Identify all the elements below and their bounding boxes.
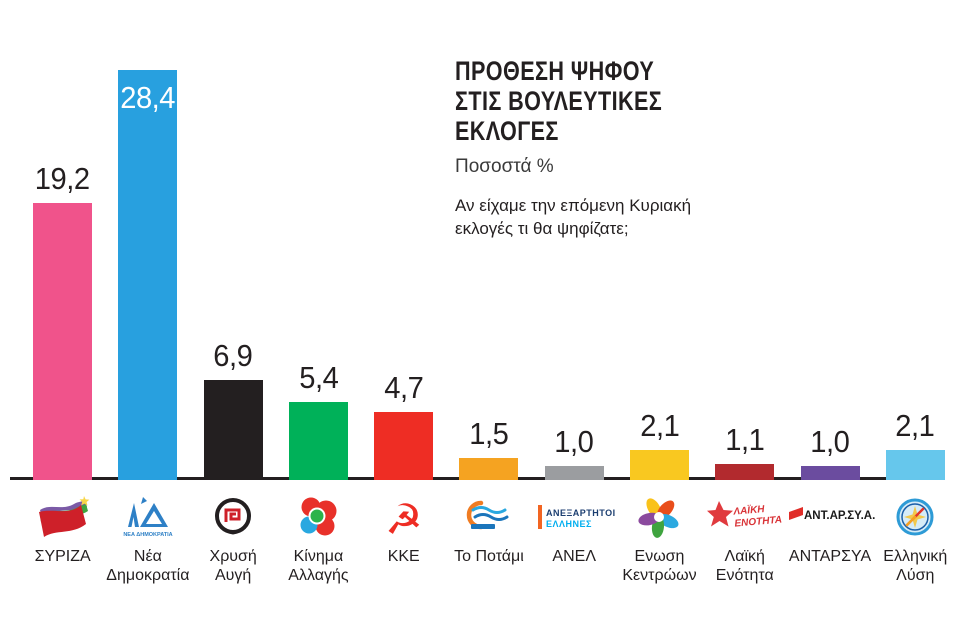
bar-value-label: 4,7 [384, 370, 424, 405]
bar-kinima-allagis [288, 402, 348, 480]
party-column-laiki-enotita: 1,1 ΛΑΪΚΗ ΕΝΟΤΗΤΑ Λαϊκή Ενότητα [702, 0, 787, 585]
bar-columns: 19,2 ΣΥΡΙΖΑ 28,4 [20, 0, 955, 585]
bar-antarsya [800, 466, 860, 480]
bar-elliniki-lysi [885, 450, 945, 480]
bar-kke [374, 412, 434, 480]
chart-header: ΠΡΟΘΕΣΗ ΨΗΦΟΥ ΣΤΙΣ ΒΟΥΛΕΥΤΙΚΕΣ ΕΚΛΟΓΕΣ Π… [455, 56, 755, 240]
bar-value-label: 1,5 [469, 416, 509, 451]
bar-value-label: 28,4 [120, 80, 176, 115]
party-name-label: Ενωση Κεντρώων [622, 548, 697, 584]
party-column-elliniki-lysi: 2,1 Ελληνική Λύση [873, 0, 955, 585]
enosi-kentroon-logo [633, 493, 685, 543]
bar-value-label: 1,0 [554, 424, 595, 459]
bar-value-label: 19,2 [35, 161, 91, 196]
party-column-syriza: 19,2 ΣΥΡΙΖΑ [20, 0, 105, 585]
party-column-nea-dimokratia: 28,4 ΝΕΑ ΔΗΜΟΚΡΑΤΙΑ Νέα Δημοκρατία [105, 0, 190, 585]
elliniki-lysi-logo [891, 493, 939, 543]
bar-value-label: 2,1 [895, 408, 936, 443]
party-name-label: Κίνημα Αλλαγής [288, 548, 349, 584]
bar-anel [544, 466, 604, 480]
svg-text:ΑΝΕΞΑΡΤΗΤΟΙ: ΑΝΕΞΑΡΤΗΤΟΙ [546, 508, 616, 518]
laiki-enotita-logo: ΛΑΪΚΗ ΕΝΟΤΗΤΑ [703, 493, 787, 543]
party-column-kke: 4,7 ☭ ΚΚΕ [361, 0, 446, 585]
bar-enosi-kentroon [629, 450, 689, 480]
party-name-label: Νέα Δημοκρατία [106, 548, 190, 584]
svg-text:ΛΑΪΚΗ: ΛΑΪΚΗ [732, 502, 766, 518]
anel-logo: ΑΝΕΞΑΡΤΗΤΟΙ ΕΛΛΗΝΕΣ [532, 493, 616, 543]
bar-value-label: 6,9 [213, 338, 254, 373]
svg-text:ΑΝΤ.ΑΡ.ΣΥ.Α.: ΑΝΤ.ΑΡ.ΣΥ.Α. [804, 510, 875, 522]
party-column-antarsya: 1,0 ΑΝΤ.ΑΡ.ΣΥ.Α. ΑΝΤΑΡΣΥΑ [787, 0, 875, 585]
chart-unit-label: Ποσοστά % [455, 156, 554, 177]
syriza-flag-logo [32, 493, 94, 543]
party-column-anel: 1,0 ΑΝΕΞΑΡΤΗΤΟΙ ΕΛΛΗΝΕΣ ΑΝΕΛ [532, 0, 617, 585]
antarsya-logo: ΑΝΤ.ΑΡ.ΣΥ.Α. [787, 493, 875, 543]
bar-laiki-enotita [715, 464, 775, 480]
chart-title: ΠΡΟΘΕΣΗ ΨΗΦΟΥ ΣΤΙΣ ΒΟΥΛΕΥΤΙΚΕΣ ΕΚΛΟΓΕΣ [455, 56, 663, 146]
party-column-xrysi-avgi: 6,9 Χρυσή Αυγή [191, 0, 276, 585]
bar-nea-dimokratia [118, 70, 178, 480]
bar-value-label: 2,1 [639, 408, 680, 443]
svg-text:☭: ☭ [385, 495, 423, 544]
party-name-label: Λαϊκή Ενότητα [715, 548, 774, 584]
svg-text:ΕΛΛΗΝΕΣ: ΕΛΛΗΝΕΣ [546, 519, 592, 529]
bar-value-label: 5,4 [298, 360, 339, 395]
party-name-label: Ελληνική Λύση [883, 548, 948, 584]
bar-xrysi-avgi [203, 380, 263, 480]
svg-text:ΝΕΑ ΔΗΜΟΚΡΑΤΙΑ: ΝΕΑ ΔΗΜΟΚΡΑΤΙΑ [123, 532, 172, 538]
potami-logo [459, 493, 519, 543]
party-column-potami: 1,5 Το Ποτάμι [446, 0, 531, 585]
svg-text:ΕΝΟΤΗΤΑ: ΕΝΟΤΗΤΑ [734, 515, 782, 530]
kke-hammer-sickle-logo: ☭ [379, 493, 429, 544]
bar-value-label: 1,0 [810, 424, 850, 459]
party-name-label: ΚΚΕ [387, 548, 420, 565]
bar-potami [459, 458, 519, 480]
party-name-label: ΑΝΤΑΡΣΥΑ [788, 548, 872, 565]
golden-dawn-wreath-logo [209, 493, 257, 543]
bar-value-label: 1,1 [725, 422, 765, 457]
party-name-label: ΑΝΕΛ [552, 548, 597, 565]
party-column-kinima-allagis: 5,4 Κίνημα Αλλαγής [276, 0, 361, 585]
party-name-label: Το Ποτάμι [454, 548, 524, 565]
party-name-label: Χρυσή Αυγή [209, 548, 257, 584]
nea-dimokratia-logo: ΝΕΑ ΔΗΜΟΚΡΑΤΙΑ [116, 493, 180, 543]
bar-syriza [33, 203, 93, 480]
party-name-label: ΣΥΡΙΖΑ [34, 548, 91, 565]
party-column-enosi-kentroon: 2,1 Ενωση Κεντρώων [617, 0, 702, 585]
kinima-allagis-logo [293, 493, 343, 543]
chart-question: Αν είχαμε την επόμενη Κυριακή εκλογές τι… [455, 196, 692, 238]
